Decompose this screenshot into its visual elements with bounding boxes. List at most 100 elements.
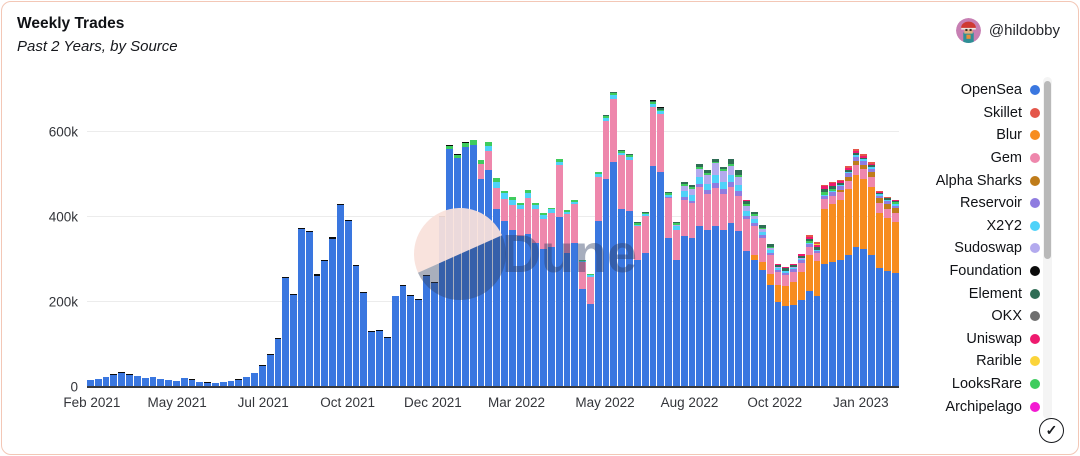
bar[interactable] bbox=[352, 264, 360, 387]
bar[interactable] bbox=[212, 382, 219, 387]
bar[interactable] bbox=[337, 203, 344, 387]
legend-item-sudoswap[interactable]: Sudoswap bbox=[890, 237, 1040, 260]
bar[interactable] bbox=[243, 376, 251, 387]
legend-item-uniswap[interactable]: Uniswap bbox=[890, 328, 1040, 351]
bar[interactable] bbox=[782, 267, 790, 387]
bar[interactable] bbox=[219, 381, 227, 387]
bar[interactable] bbox=[852, 149, 860, 387]
bar[interactable] bbox=[438, 216, 446, 387]
bar[interactable] bbox=[391, 295, 399, 387]
bar[interactable] bbox=[227, 381, 235, 387]
bar[interactable] bbox=[110, 374, 118, 387]
bar[interactable] bbox=[422, 274, 430, 387]
bar[interactable] bbox=[126, 374, 133, 387]
bar[interactable] bbox=[149, 376, 157, 387]
bar[interactable] bbox=[516, 202, 524, 387]
legend-item-x2y2[interactable]: X2Y2 bbox=[890, 215, 1040, 238]
bar[interactable] bbox=[844, 166, 852, 387]
bar[interactable] bbox=[196, 381, 204, 387]
bar[interactable] bbox=[383, 336, 391, 387]
bar[interactable] bbox=[430, 282, 438, 387]
bar[interactable] bbox=[399, 285, 407, 387]
bar[interactable] bbox=[94, 378, 102, 387]
bar[interactable] bbox=[532, 202, 540, 387]
bar[interactable] bbox=[376, 330, 383, 387]
bar[interactable] bbox=[602, 115, 610, 387]
bar[interactable] bbox=[665, 191, 672, 387]
bar[interactable] bbox=[790, 263, 797, 387]
bar[interactable] bbox=[102, 376, 110, 387]
bar[interactable] bbox=[485, 141, 493, 387]
legend-item-rarible[interactable]: Rarible bbox=[890, 350, 1040, 373]
bar[interactable] bbox=[477, 160, 485, 387]
bar[interactable] bbox=[626, 154, 633, 387]
legend-scrollbar-thumb[interactable] bbox=[1044, 81, 1051, 259]
bar[interactable] bbox=[797, 254, 805, 387]
bar[interactable] bbox=[641, 211, 649, 387]
bar[interactable] bbox=[157, 378, 165, 387]
bar[interactable] bbox=[180, 377, 188, 387]
bar[interactable] bbox=[727, 159, 735, 387]
bar[interactable] bbox=[446, 144, 454, 387]
bar[interactable] bbox=[407, 295, 415, 387]
bar[interactable] bbox=[329, 237, 336, 387]
bar[interactable] bbox=[493, 178, 501, 387]
bar[interactable] bbox=[360, 292, 368, 387]
bar[interactable] bbox=[657, 106, 665, 387]
bar[interactable] bbox=[508, 197, 516, 387]
bar[interactable] bbox=[462, 141, 469, 387]
bar[interactable] bbox=[469, 139, 477, 387]
bar[interactable] bbox=[188, 379, 196, 387]
bar[interactable] bbox=[563, 210, 571, 387]
bar[interactable] bbox=[524, 190, 532, 387]
legend-item-reservoir[interactable]: Reservoir bbox=[890, 192, 1040, 215]
bar[interactable] bbox=[688, 185, 696, 387]
bar[interactable] bbox=[547, 207, 555, 387]
legend-item-blur[interactable]: Blur bbox=[890, 124, 1040, 147]
bar[interactable] bbox=[712, 159, 719, 387]
bar[interactable] bbox=[587, 273, 594, 387]
bar[interactable] bbox=[876, 190, 883, 387]
bar[interactable] bbox=[719, 166, 727, 387]
bar[interactable] bbox=[829, 182, 836, 387]
bar[interactable] bbox=[633, 222, 641, 387]
bar[interactable] bbox=[610, 92, 618, 387]
bar[interactable] bbox=[579, 259, 586, 387]
bar[interactable] bbox=[87, 379, 94, 387]
bar[interactable] bbox=[680, 182, 688, 387]
bar[interactable] bbox=[594, 171, 602, 387]
bar[interactable] bbox=[172, 380, 180, 387]
bar[interactable] bbox=[313, 274, 321, 387]
bar[interactable] bbox=[891, 200, 899, 387]
bar[interactable] bbox=[821, 185, 829, 387]
bar[interactable] bbox=[555, 159, 563, 387]
bar[interactable] bbox=[258, 364, 266, 387]
bar[interactable] bbox=[251, 372, 258, 387]
bar[interactable] bbox=[297, 228, 305, 387]
bar[interactable] bbox=[133, 375, 141, 387]
bar[interactable] bbox=[118, 372, 126, 387]
legend-item-looksrare[interactable]: LooksRare bbox=[890, 373, 1040, 396]
legend-item-skillet[interactable]: Skillet bbox=[890, 102, 1040, 125]
legend-item-gem[interactable]: Gem bbox=[890, 147, 1040, 170]
bar[interactable] bbox=[758, 225, 766, 387]
bar[interactable] bbox=[204, 382, 211, 387]
bar[interactable] bbox=[743, 200, 751, 387]
bar[interactable] bbox=[618, 149, 626, 387]
legend-item-opensea[interactable]: OpenSea bbox=[890, 79, 1040, 102]
bar[interactable] bbox=[368, 330, 376, 387]
bar[interactable] bbox=[501, 190, 508, 387]
bar[interactable] bbox=[766, 243, 774, 387]
author-handle[interactable]: @hildobby bbox=[988, 22, 1060, 39]
bar[interactable] bbox=[141, 377, 149, 387]
legend-item-element[interactable]: Element bbox=[890, 282, 1040, 305]
bar[interactable] bbox=[540, 212, 547, 387]
bar[interactable] bbox=[672, 222, 680, 387]
bar[interactable] bbox=[813, 242, 821, 387]
bar[interactable] bbox=[282, 276, 290, 387]
bar[interactable] bbox=[805, 234, 813, 387]
bar[interactable] bbox=[751, 211, 758, 387]
bar[interactable] bbox=[868, 161, 876, 387]
legend-item-okx[interactable]: OKX bbox=[890, 305, 1040, 328]
bar[interactable] bbox=[344, 219, 352, 387]
